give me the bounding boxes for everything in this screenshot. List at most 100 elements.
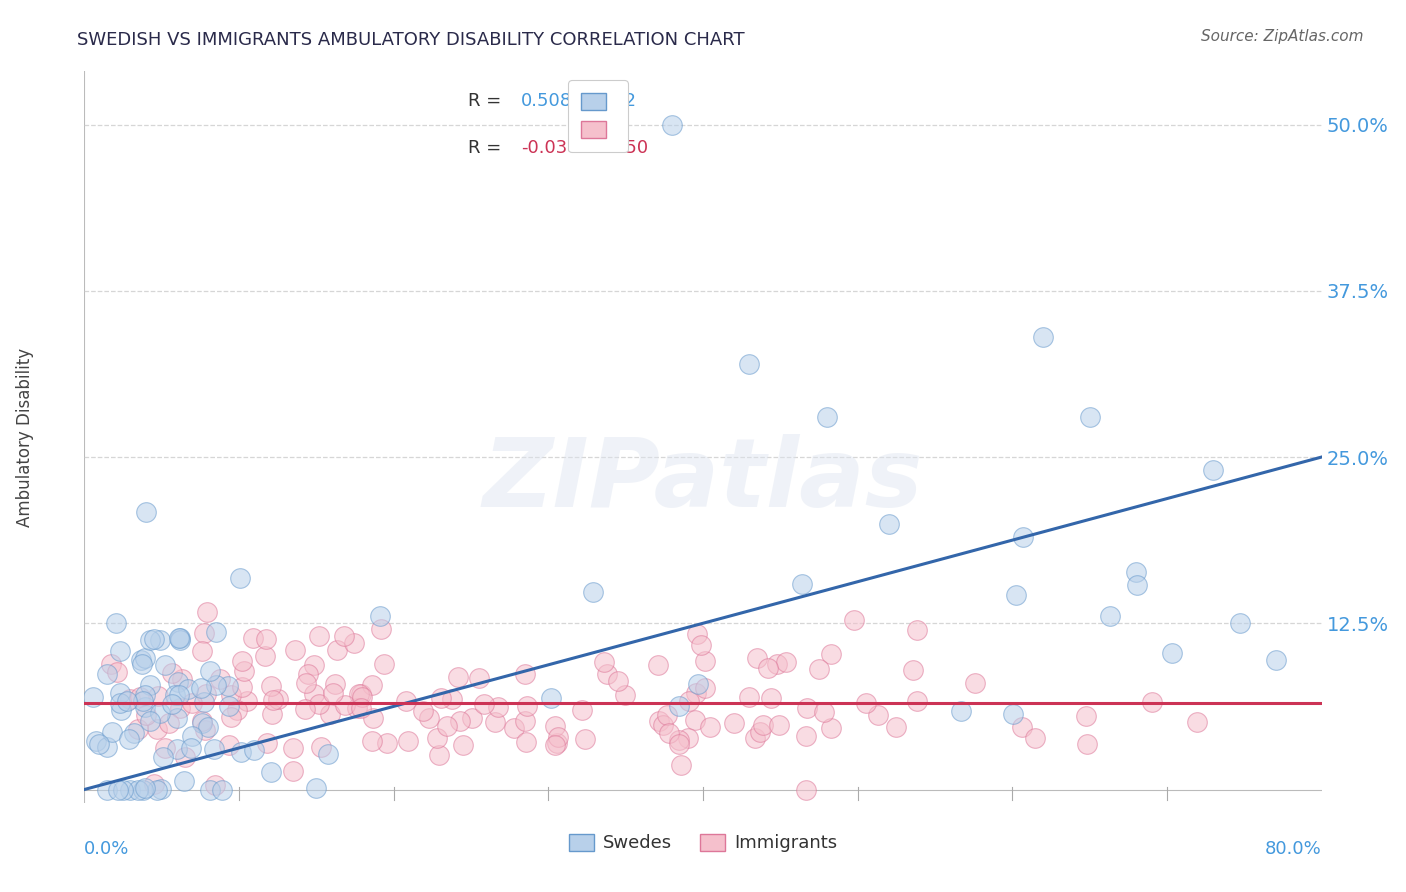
Point xyxy=(1005,589,1028,603)
Point xyxy=(105,665,128,679)
Point xyxy=(198,665,221,679)
Point xyxy=(678,694,700,708)
Point xyxy=(1202,463,1225,477)
Point xyxy=(118,731,141,746)
Point xyxy=(901,663,924,677)
Point xyxy=(195,605,218,619)
Point xyxy=(794,782,817,797)
Point xyxy=(180,729,202,743)
Point xyxy=(323,677,346,691)
Point xyxy=(110,686,132,700)
Point xyxy=(1140,695,1163,709)
Point xyxy=(169,631,191,645)
Point xyxy=(686,677,709,691)
Point xyxy=(138,632,160,647)
Point xyxy=(259,764,281,779)
Point xyxy=(134,688,156,702)
Point xyxy=(284,642,307,657)
Point xyxy=(1098,608,1121,623)
Point xyxy=(260,679,283,693)
Point xyxy=(738,357,761,371)
Point xyxy=(204,778,226,792)
Point xyxy=(308,697,330,711)
Point xyxy=(474,698,496,712)
Point xyxy=(606,674,628,689)
Point xyxy=(236,694,259,708)
Point xyxy=(546,736,568,750)
Point xyxy=(745,650,768,665)
Point xyxy=(107,782,129,797)
Point xyxy=(647,657,669,672)
Point xyxy=(394,694,416,708)
Point xyxy=(647,714,669,728)
Text: 150: 150 xyxy=(614,139,648,157)
Point xyxy=(120,692,142,706)
Point xyxy=(262,707,284,722)
Point xyxy=(513,666,536,681)
Point xyxy=(582,584,605,599)
Point xyxy=(173,774,195,789)
Point xyxy=(427,747,450,762)
Point xyxy=(193,694,215,708)
Point xyxy=(160,665,183,680)
Point xyxy=(302,687,325,701)
Point xyxy=(101,724,124,739)
Point xyxy=(195,688,218,702)
Point xyxy=(96,739,118,754)
Point xyxy=(350,687,373,701)
Point xyxy=(205,678,228,692)
Point xyxy=(193,626,215,640)
Point xyxy=(138,678,160,692)
Point xyxy=(84,734,107,748)
Point xyxy=(326,643,349,657)
Point xyxy=(1076,737,1098,751)
Point xyxy=(304,780,326,795)
Point xyxy=(686,626,709,640)
Point xyxy=(267,692,290,706)
Point xyxy=(110,703,132,717)
Point xyxy=(198,782,221,797)
Point xyxy=(233,664,256,678)
Point xyxy=(813,705,835,719)
Point xyxy=(1229,616,1251,631)
Point xyxy=(117,694,139,708)
Point xyxy=(350,690,373,704)
Point xyxy=(447,670,470,684)
Text: Ambulatory Disability: Ambulatory Disability xyxy=(15,348,34,526)
Point xyxy=(139,714,162,728)
Point xyxy=(135,505,157,519)
Point xyxy=(177,681,200,696)
Point xyxy=(759,690,782,705)
Point xyxy=(738,690,761,705)
Point xyxy=(129,653,152,667)
Point xyxy=(436,719,458,733)
Point xyxy=(668,738,690,752)
Point xyxy=(699,720,721,734)
Point xyxy=(1024,731,1046,745)
Point xyxy=(426,731,449,745)
Point xyxy=(449,714,471,729)
Point xyxy=(652,718,675,732)
Point xyxy=(294,702,316,716)
Point xyxy=(149,632,172,647)
Point xyxy=(752,718,775,732)
Point xyxy=(412,704,434,718)
Point xyxy=(167,675,190,690)
Point xyxy=(169,631,191,645)
Point xyxy=(373,657,395,672)
Point xyxy=(690,638,713,652)
Point xyxy=(143,632,166,646)
Point xyxy=(574,731,596,746)
Point xyxy=(169,633,191,648)
Point xyxy=(540,691,562,706)
Point xyxy=(547,730,569,744)
Point xyxy=(596,667,619,681)
Point xyxy=(1078,410,1101,425)
Point xyxy=(150,782,173,797)
Point xyxy=(190,644,212,658)
Point xyxy=(118,782,141,797)
Point xyxy=(170,672,193,686)
Point xyxy=(1011,720,1033,734)
Point xyxy=(322,686,344,700)
Point xyxy=(82,690,104,704)
